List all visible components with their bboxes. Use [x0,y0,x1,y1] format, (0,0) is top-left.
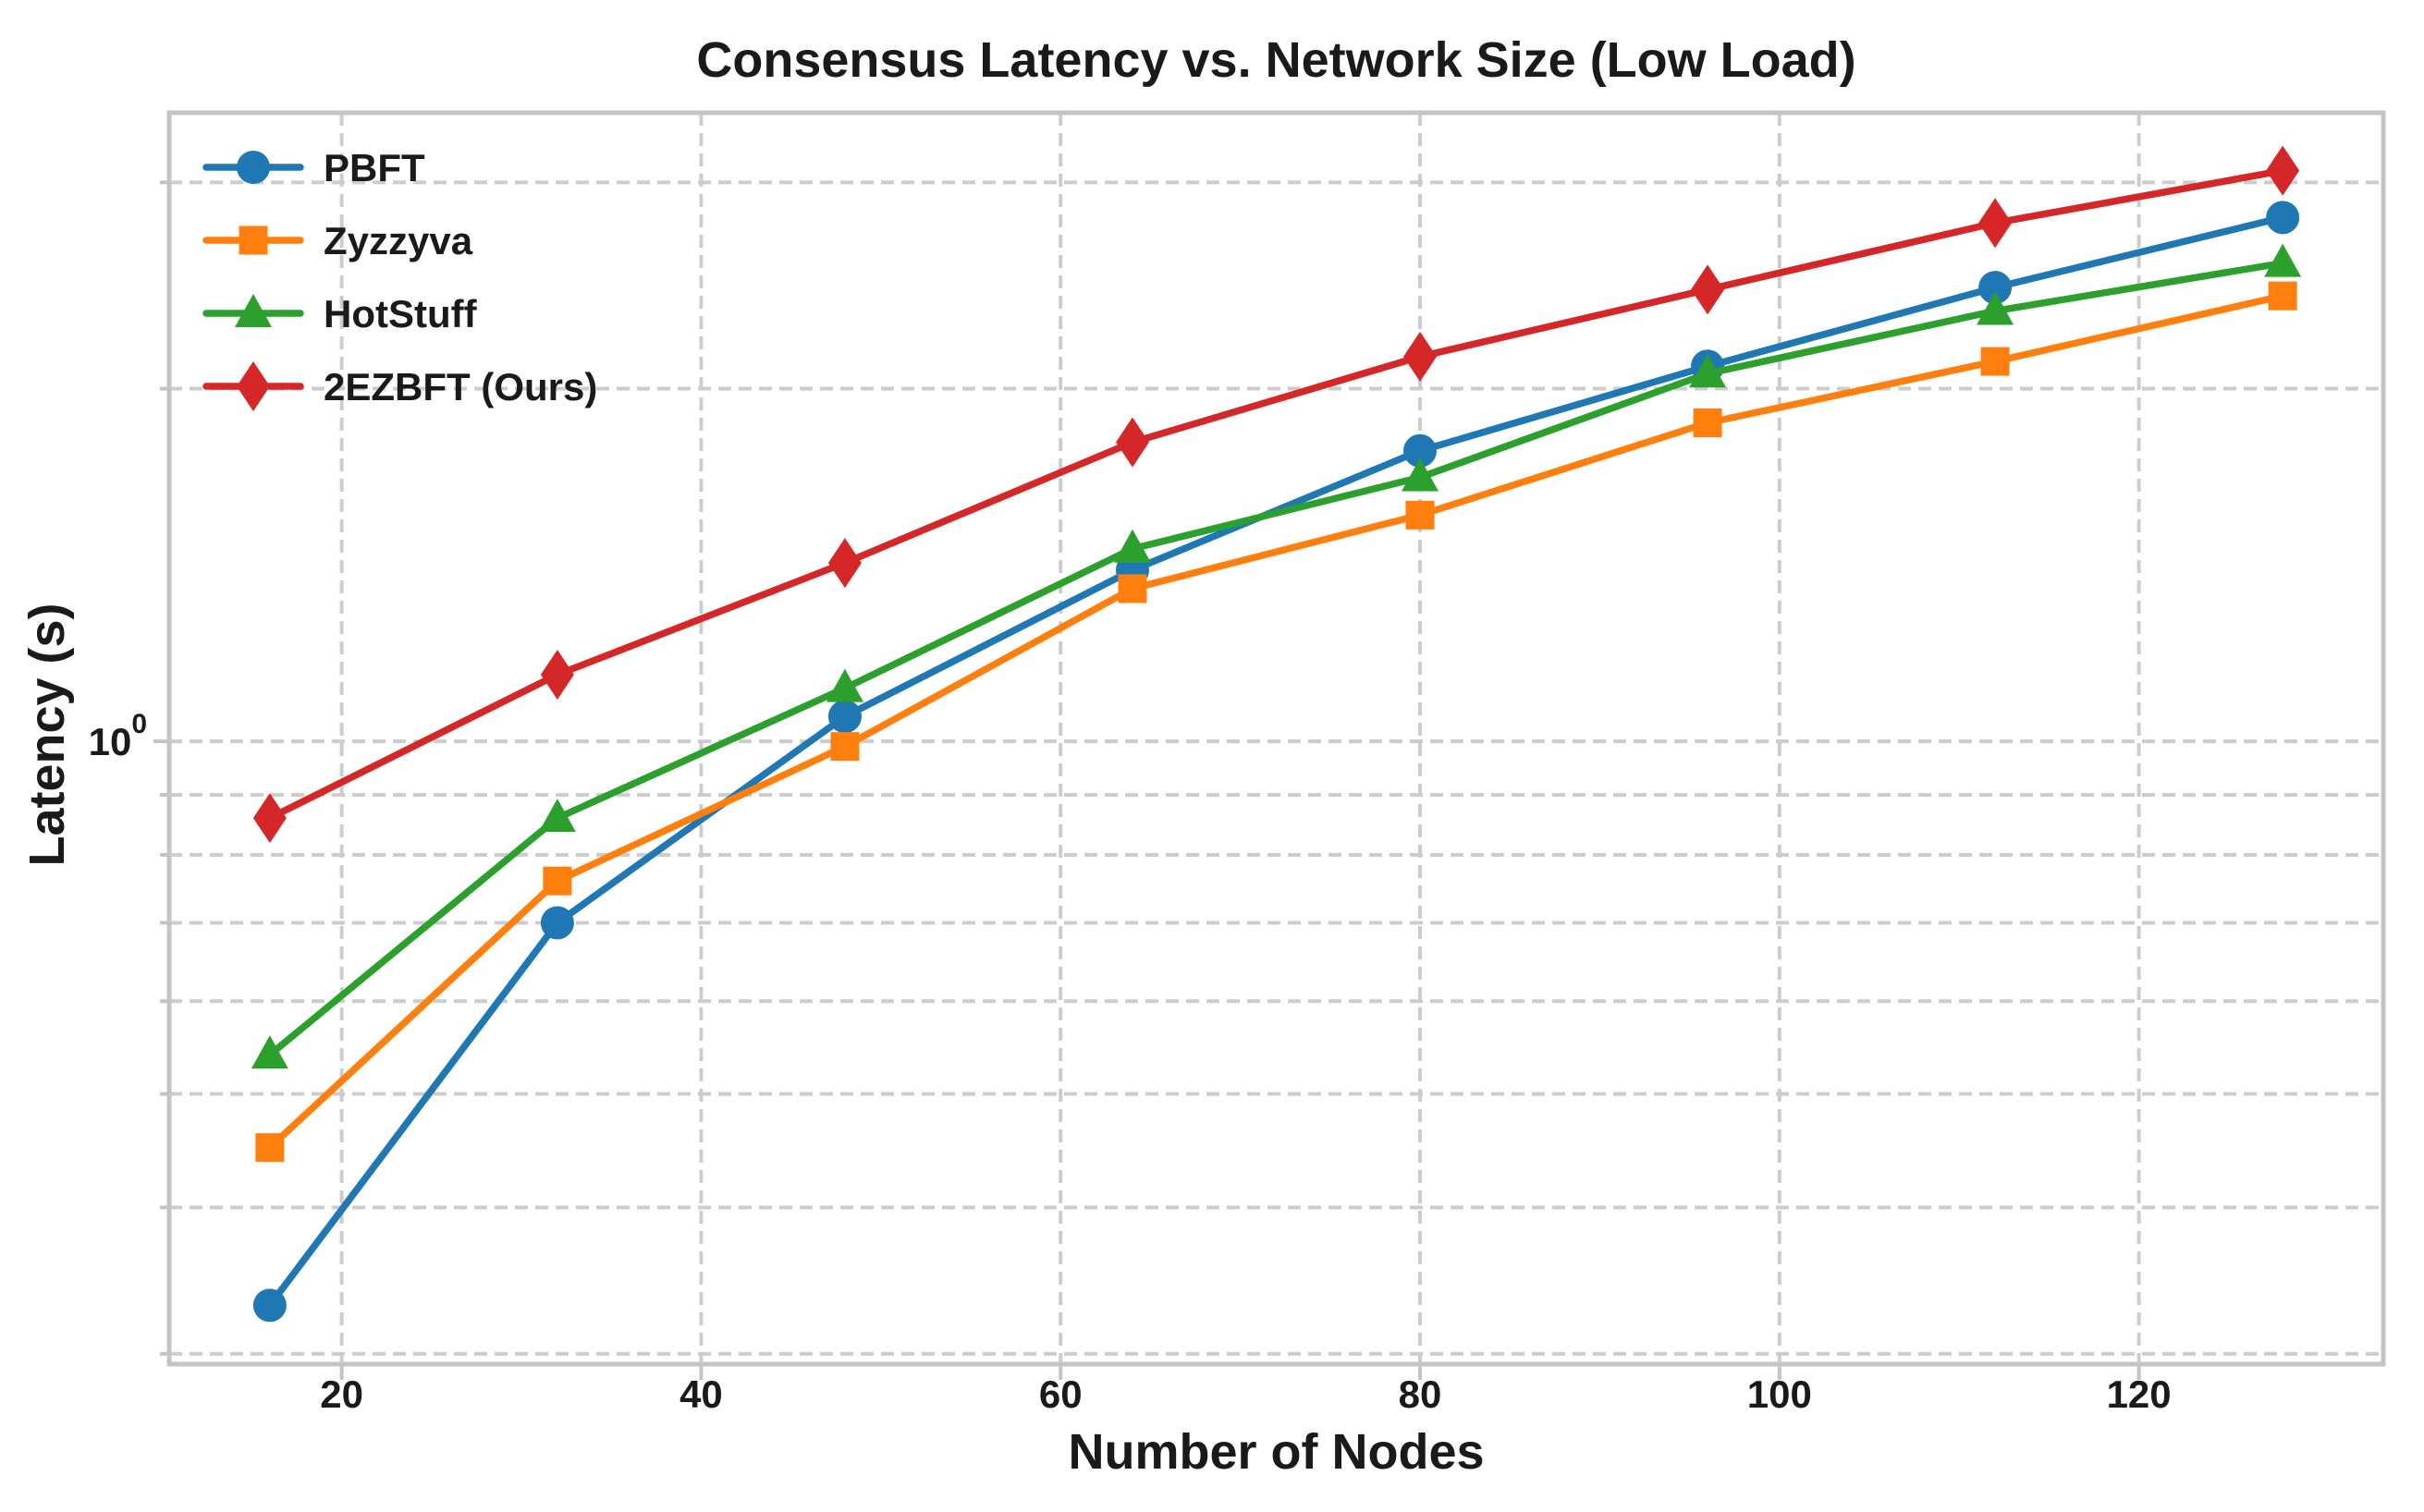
y-tick-label: 100 [89,709,147,763]
x-tick-label: 100 [1747,1372,1812,1416]
zyzzyva-marker [2268,281,2297,311]
legend-item-hotstuff: HotStuff [202,292,478,335]
legend-label: HotStuff [324,292,478,335]
series-zyzzyva [255,281,2297,1163]
hotstuff-marker [251,1035,288,1069]
zyzzyva-marker [830,732,860,762]
2ezbft-ours-marker [827,538,862,589]
zyzzyva-marker [1693,408,1722,438]
series-hotstuff [251,243,2302,1069]
2ezbft-ours-marker [1691,264,1725,315]
pbft-marker [252,1288,287,1323]
pbft-marker [540,906,574,940]
hotstuff-marker [1402,457,1439,492]
legend-label: 2EZBFT (Ours) [324,365,597,408]
x-tick-labels: 20 40 60 80 100 120 [320,1372,2171,1416]
2ezbft-ours-line [266,166,2286,822]
legend: PBFT Zyzzyva HotStuff 2EZBFT (Ours) [202,146,597,411]
2ezbft-ours-marker [1403,331,1438,382]
hotstuff-marker [538,799,576,833]
zyzzyva-legend-marker [239,226,268,255]
y-axis-label: Latency (s) [19,603,75,867]
pbft-marker [827,700,862,734]
2ezbft-ours-legend-marker [237,361,270,411]
x-tick-label: 20 [320,1372,363,1416]
2ezbft-ours-marker [1978,198,2013,249]
zyzzyva-marker [1118,574,1147,604]
2ezbft-ours-marker [252,793,287,844]
hotstuff-legend-marker [235,294,272,327]
legend-label: Zyzzyva [324,219,473,262]
legend-item-2ezbft-ours: 2EZBFT (Ours) [202,361,597,411]
chart-title: Consensus Latency vs. Network Size (Low … [696,32,1856,88]
pbft-marker [1978,271,2013,305]
plot-background [169,113,2383,1364]
x-axis-label: Number of Nodes [1068,1424,1485,1480]
zyzzyva-marker [255,1133,285,1163]
x-tick-label: 40 [679,1372,723,1416]
series-2ezbft-ours [252,145,2300,844]
pbft-marker [2266,201,2300,235]
hotstuff-marker [1689,354,1727,388]
x-tick-label: 80 [1399,1372,1442,1416]
hotstuff-marker [2264,243,2302,277]
hotstuff-marker [826,668,863,702]
zyzzyva-marker [1980,347,2010,376]
legend-item-zyzzyva: Zyzzyva [202,219,473,262]
legend-label: PBFT [324,146,425,189]
gridlines [169,113,2383,1364]
x-tick-label: 120 [2107,1372,2172,1416]
hotstuff-marker [1113,529,1151,563]
2ezbft-ours-marker [540,649,574,700]
hotstuff-marker [1977,291,2014,325]
zyzzyva-marker [543,866,572,896]
legend-item-pbft: PBFT [202,146,425,189]
zyzzyva-line [266,292,2286,1152]
x-tick-label: 60 [1039,1372,1083,1416]
2ezbft-ours-marker [2266,145,2300,196]
2ezbft-ours-marker [1115,417,1149,468]
zyzzyva-marker [1405,500,1435,530]
axis-ticks [153,180,2141,1380]
pbft-marker [1403,433,1438,468]
pbft-legend-marker [237,151,270,184]
plot-spines [166,110,2386,1367]
hotstuff-line [266,259,2286,1059]
